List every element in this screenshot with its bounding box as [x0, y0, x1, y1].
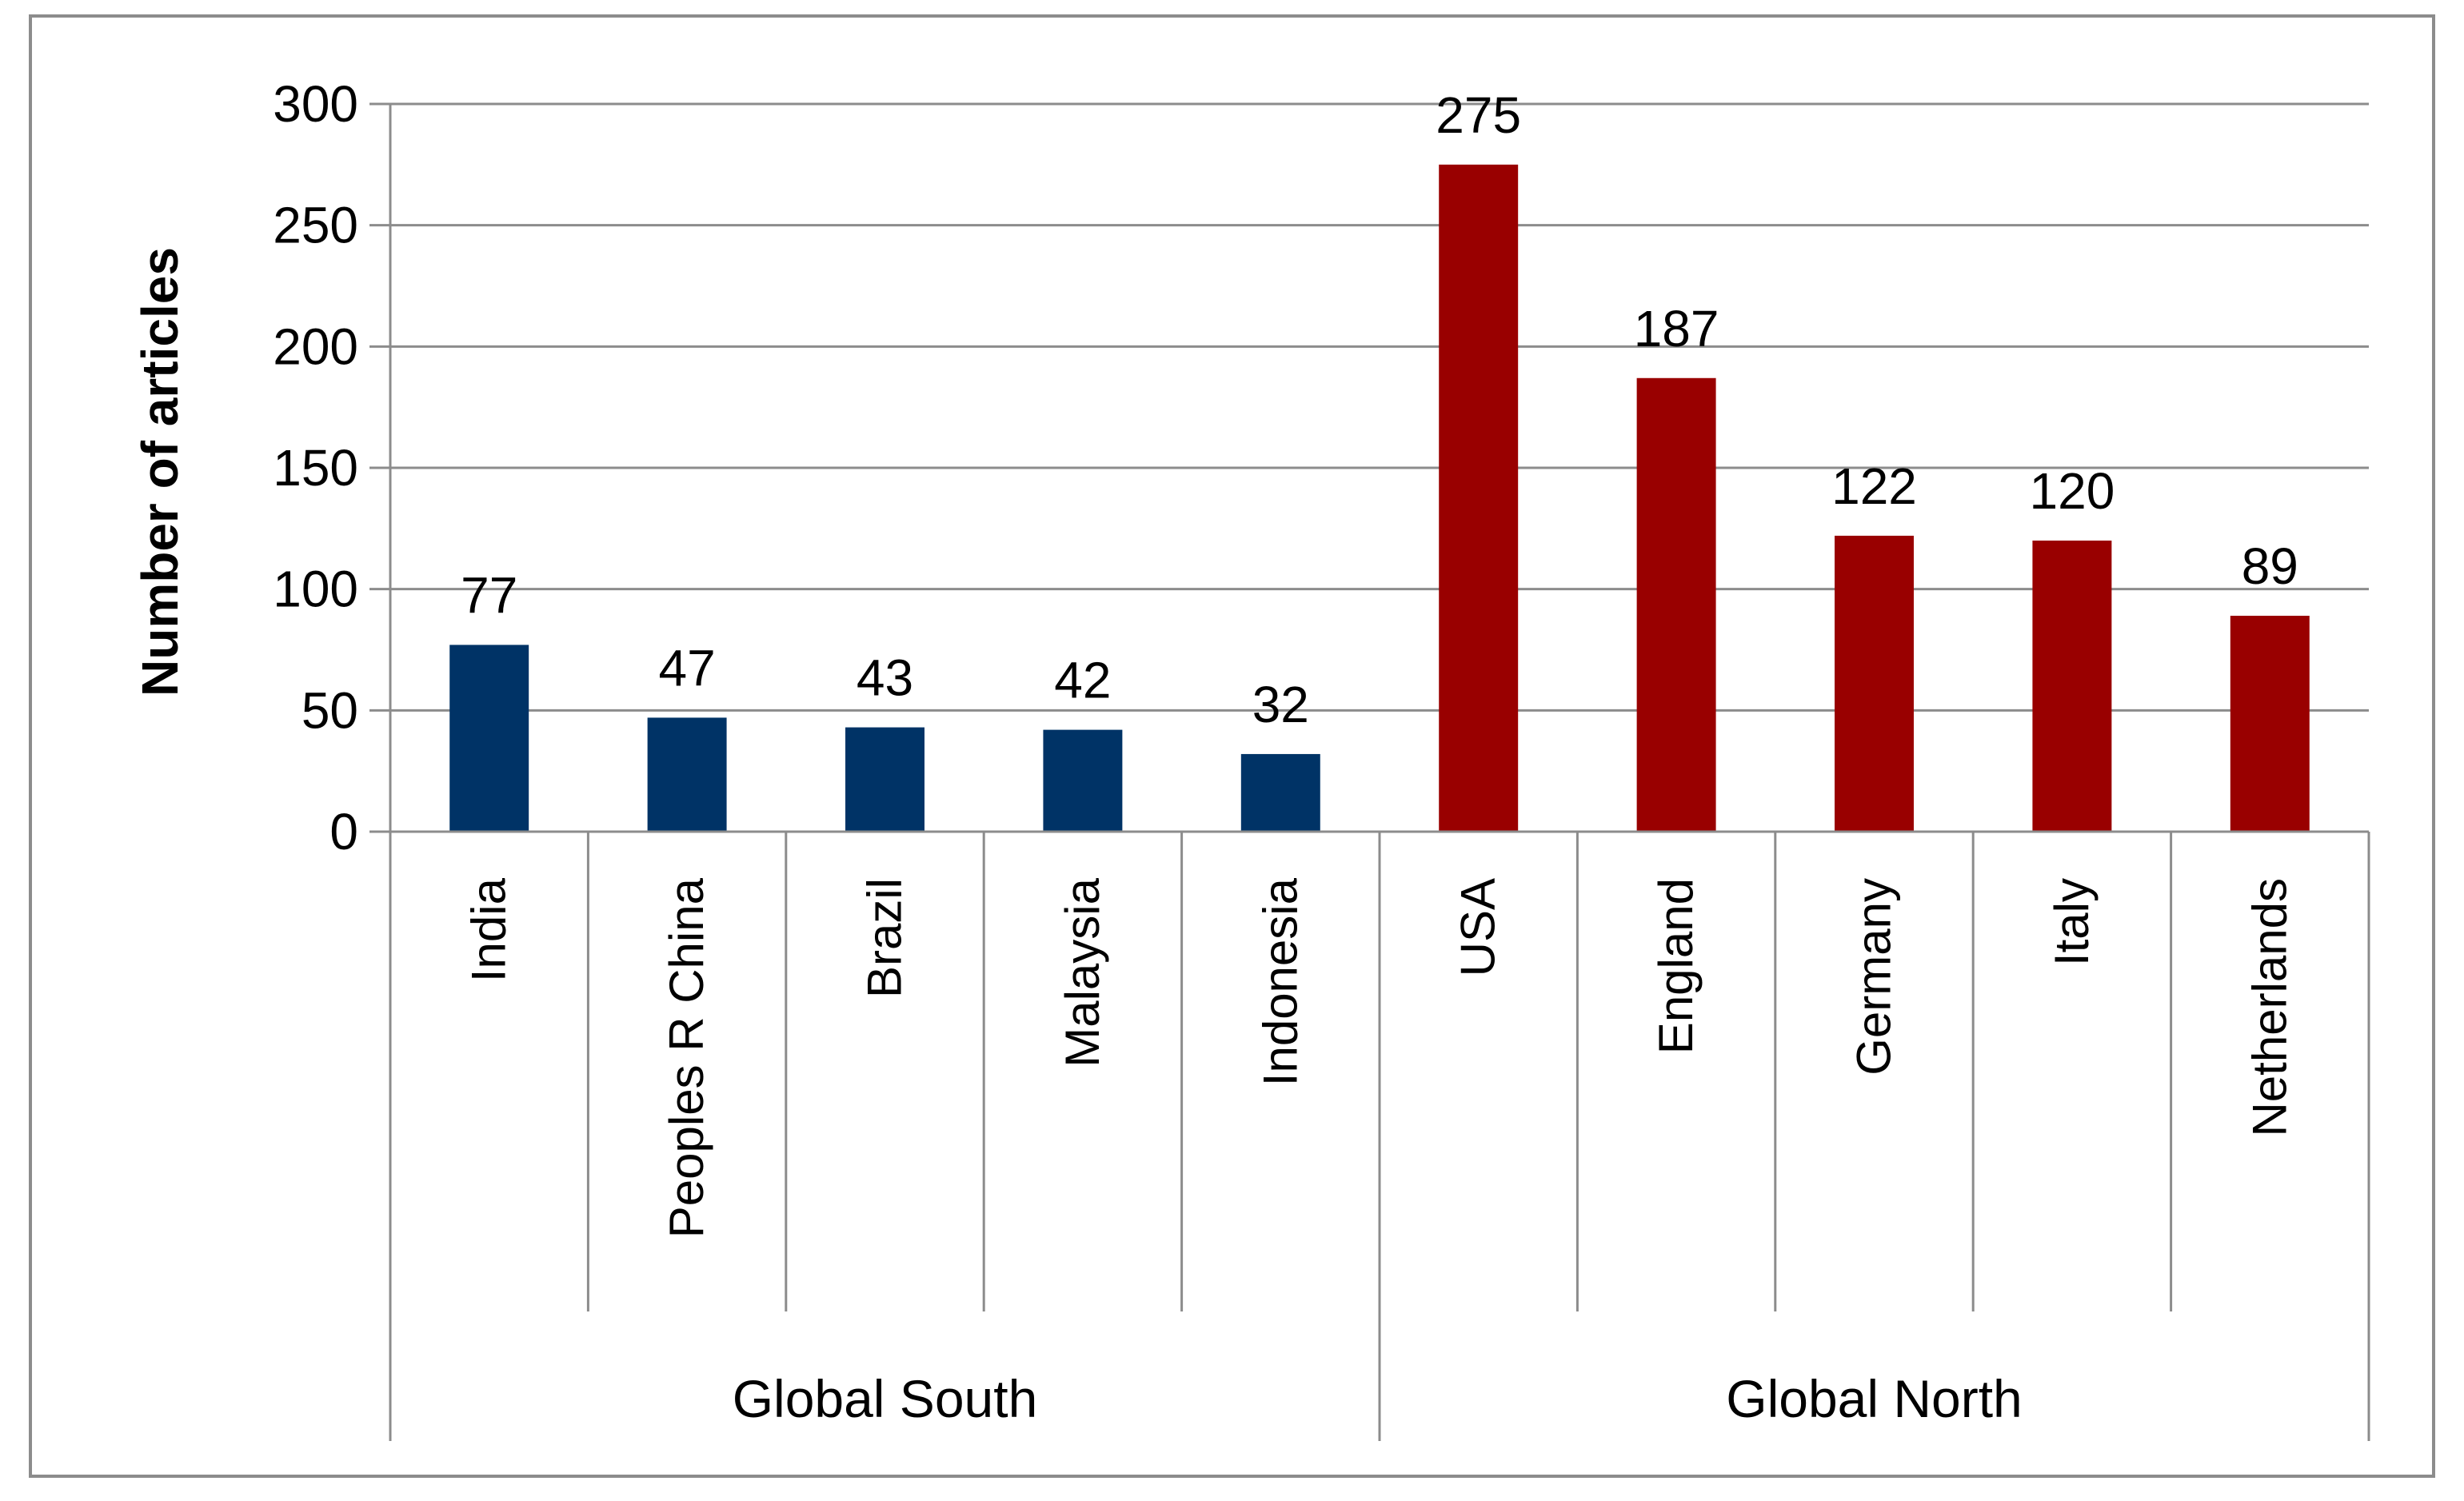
y-tick-label: 250: [273, 197, 358, 254]
category-label: Germany: [1847, 878, 1901, 1076]
data-label: 43: [857, 649, 913, 707]
bar-netherlands: [2230, 616, 2310, 832]
data-label: 187: [1634, 300, 1719, 357]
group-label: Global South: [733, 1369, 1038, 1428]
bar-brazil: [845, 727, 924, 832]
y-tick-label: 0: [329, 803, 358, 860]
bar-indonesia: [1240, 753, 1320, 832]
bar-england: [1636, 377, 1716, 832]
bar-italy: [2032, 541, 2112, 832]
category-label: Indonesia: [1253, 877, 1307, 1086]
y-tick-label: 200: [273, 317, 358, 375]
data-label: 120: [2030, 462, 2115, 520]
data-label: 122: [1831, 457, 1917, 515]
category-label: England: [1649, 878, 1703, 1054]
labels: 0 50 100 150 200 250 300 77 India 47 Peoples R Chi…: [273, 75, 2298, 1428]
y-axis-title: Number of articles: [131, 247, 189, 697]
category-label: Italy: [2045, 878, 2099, 966]
y-tick-label: 150: [273, 439, 358, 497]
bars: [449, 164, 2310, 832]
category-label: Peoples R China: [660, 877, 713, 1238]
y-tick-label: 100: [273, 561, 358, 618]
data-label: 32: [1252, 676, 1309, 733]
bar-malaysia: [1043, 729, 1123, 832]
category-label: Netherlands: [2242, 878, 2296, 1137]
bar-germany: [1835, 535, 1914, 832]
data-label: 275: [1436, 86, 1521, 144]
data-label: 89: [2242, 537, 2298, 595]
category-label: India: [462, 877, 516, 982]
y-tick-label: 50: [302, 681, 358, 739]
data-label: 42: [1054, 652, 1111, 709]
bar-india: [449, 645, 529, 832]
category-label: Brazil: [858, 878, 912, 998]
group-label: Global North: [1726, 1369, 2023, 1428]
y-tick-label: 300: [273, 75, 358, 133]
bar-peoples-r-china: [647, 717, 727, 832]
data-label: 77: [461, 566, 517, 624]
axes: [389, 104, 2370, 1441]
bar-usa: [1439, 164, 1519, 832]
data-label: 47: [659, 639, 716, 697]
category-label: USA: [1452, 878, 1505, 976]
category-label: Malaysia: [1056, 877, 1109, 1067]
